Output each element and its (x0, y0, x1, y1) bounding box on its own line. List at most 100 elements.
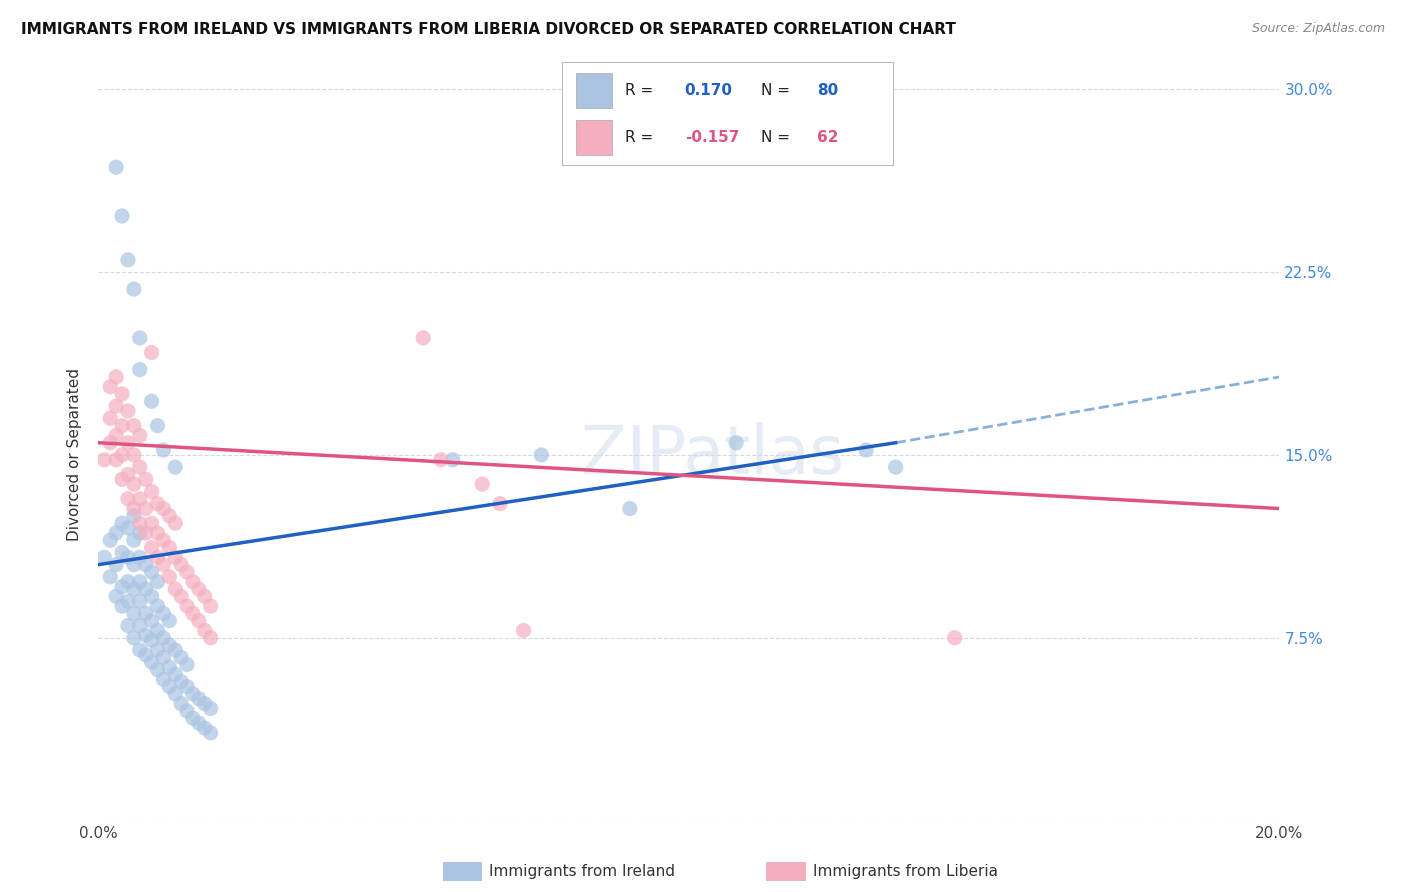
Point (619, 501, 641, 516)
Point (122, 418, 145, 433)
Point (122, 631, 145, 645)
Point (157, 508, 180, 523)
Point (170, 558, 193, 572)
Point (111, 418, 134, 433)
Point (105, 399, 128, 413)
Text: Immigrants from Liberia: Immigrants from Liberia (813, 864, 998, 879)
Point (135, 582, 157, 596)
Point (122, 448, 145, 462)
Point (157, 680, 180, 694)
Point (194, 590, 217, 604)
Point (98, 533, 121, 548)
Point (122, 282, 145, 296)
FancyBboxPatch shape (575, 73, 612, 108)
Point (122, 607, 145, 621)
Point (98, 379, 121, 393)
Point (943, 631, 966, 645)
Text: -0.157: -0.157 (685, 130, 740, 145)
Point (187, 614, 209, 628)
Point (141, 541, 163, 555)
Point (141, 565, 163, 579)
Point (157, 614, 180, 628)
Point (884, 460, 907, 475)
Point (128, 428, 150, 442)
Point (412, 331, 434, 345)
Point (146, 663, 169, 677)
Point (187, 582, 209, 596)
Point (165, 667, 187, 681)
Point (122, 508, 145, 523)
Point (128, 460, 150, 475)
Point (111, 580, 134, 594)
Point (181, 687, 204, 701)
Y-axis label: Divorced or Separated: Divorced or Separated (67, 368, 83, 541)
Point (111, 387, 134, 401)
Point (141, 516, 163, 531)
Text: 62: 62 (817, 130, 838, 145)
Point (146, 624, 169, 638)
Point (141, 484, 163, 499)
Point (170, 590, 193, 604)
Point (135, 628, 157, 642)
Point (111, 209, 134, 223)
Point (128, 491, 150, 506)
Point (128, 525, 150, 540)
Point (122, 501, 145, 516)
Point (141, 614, 163, 628)
Point (152, 672, 174, 686)
Point (93, 550, 115, 565)
Point (135, 501, 157, 516)
Point (105, 525, 128, 540)
Point (122, 477, 145, 491)
Point (187, 691, 209, 706)
Point (117, 435, 139, 450)
Point (181, 711, 204, 725)
Point (141, 633, 163, 648)
Point (122, 558, 145, 572)
Point (93, 452, 115, 467)
Point (117, 594, 139, 608)
Point (135, 472, 157, 486)
Point (117, 467, 139, 482)
Point (111, 472, 134, 486)
Point (128, 594, 150, 608)
Text: Immigrants from Ireland: Immigrants from Ireland (489, 864, 675, 879)
Point (122, 533, 145, 548)
Text: IMMIGRANTS FROM IRELAND VS IMMIGRANTS FROM LIBERIA DIVORCED OR SEPARATED CORRELA: IMMIGRANTS FROM IRELAND VS IMMIGRANTS FR… (21, 22, 956, 37)
Point (128, 574, 150, 589)
Point (128, 618, 150, 632)
Text: 0.170: 0.170 (685, 83, 733, 97)
Point (105, 160, 128, 174)
Point (141, 394, 163, 409)
Point (176, 680, 198, 694)
Point (165, 687, 187, 701)
Point (152, 533, 174, 548)
Point (117, 550, 139, 565)
Point (855, 443, 877, 458)
Point (117, 521, 139, 535)
Point (194, 721, 217, 735)
Point (146, 643, 169, 657)
Point (135, 525, 157, 540)
Point (194, 697, 217, 711)
Point (146, 497, 169, 511)
Text: Source: ZipAtlas.com: Source: ZipAtlas.com (1251, 22, 1385, 36)
Point (152, 650, 174, 665)
Point (105, 590, 128, 604)
Point (117, 491, 139, 506)
Point (176, 704, 198, 718)
Point (141, 345, 163, 359)
Point (165, 643, 187, 657)
Point (176, 599, 198, 613)
Point (165, 550, 187, 565)
Point (441, 452, 464, 467)
Point (98, 570, 121, 584)
Point (181, 607, 204, 621)
Point (117, 574, 139, 589)
Text: ZIPatlas: ZIPatlas (581, 422, 844, 488)
Text: N =: N = (761, 130, 794, 145)
Point (141, 590, 163, 604)
Point (157, 570, 180, 584)
Point (430, 452, 453, 467)
Point (176, 657, 198, 672)
